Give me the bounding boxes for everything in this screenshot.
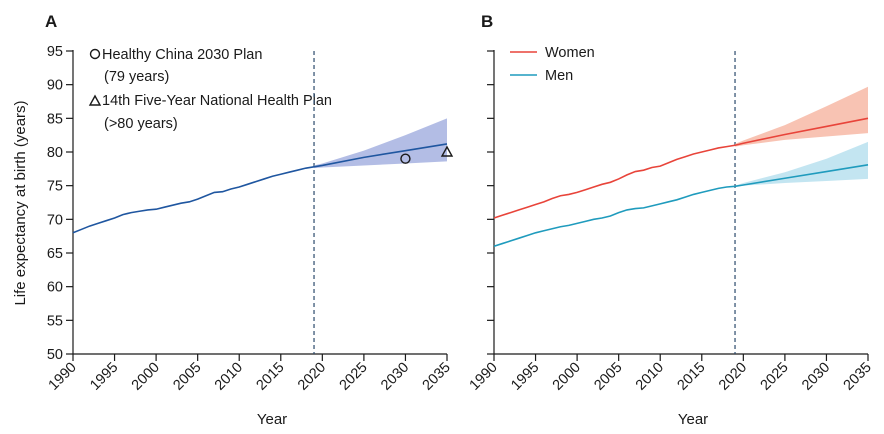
x-tick-label: 2010 xyxy=(212,360,246,394)
x-tick-label: 2000 xyxy=(550,360,584,394)
y-tick-label: 65 xyxy=(47,246,63,262)
panel-a-label: A xyxy=(45,12,57,31)
y-axis-title: Life expectancy at birth (years) xyxy=(12,100,29,305)
panel-b-label: B xyxy=(481,12,493,31)
x-tick-label: 2005 xyxy=(591,360,625,394)
series-line-a-0 xyxy=(72,166,315,234)
x-tick-label: 2000 xyxy=(129,360,163,394)
legend-men-label: Men xyxy=(545,68,573,84)
legend-target-1-line-1: Healthy China 2030 Plan xyxy=(102,47,262,63)
y-tick-label: 60 xyxy=(47,280,63,296)
x-tick-label: 2025 xyxy=(337,360,371,394)
target-circle-marker xyxy=(400,153,411,164)
legend-triangle-marker xyxy=(88,94,102,106)
y-tick-label: 75 xyxy=(47,179,63,195)
y-tick-label: 55 xyxy=(47,313,63,329)
x-tick-label: 2010 xyxy=(633,360,667,394)
x-tick-label: 2030 xyxy=(378,360,412,394)
x-tick-label: 2005 xyxy=(170,360,204,394)
y-tick-label: 90 xyxy=(47,78,63,94)
x-axis-title-a: Year xyxy=(257,411,287,428)
x-axis-title-b: Year xyxy=(678,411,708,428)
series-line-women xyxy=(493,117,869,219)
x-tick-label: 1995 xyxy=(87,360,121,394)
series-line-a-1 xyxy=(313,143,448,168)
uncertainty-band-a xyxy=(314,118,447,169)
x-tick-label: 2020 xyxy=(295,360,329,394)
legend-target-2-line-2: (>80 years) xyxy=(104,116,178,132)
uncertainty-band-women xyxy=(735,86,868,147)
x-tick-label: 2030 xyxy=(799,360,833,394)
y-tick-label: 70 xyxy=(47,212,63,228)
y-tick-label: 85 xyxy=(47,111,63,127)
legend-target-2-line-1: 14th Five-Year National Health Plan xyxy=(102,93,332,109)
x-tick-label: 2015 xyxy=(253,360,287,394)
uncertainty-band-men xyxy=(735,141,868,188)
y-tick-label: 80 xyxy=(47,145,63,161)
x-tick-label: 1995 xyxy=(508,360,542,394)
y-tick-label: 95 xyxy=(47,44,63,60)
x-tick-label: 2035 xyxy=(841,360,875,394)
x-tick-label: 2035 xyxy=(420,360,454,394)
legend-target-1-line-2: (79 years) xyxy=(104,69,169,85)
y-tick-label: 50 xyxy=(47,347,63,363)
x-tick-label: 2025 xyxy=(758,360,792,394)
panel-a-legend: Healthy China 2030 Plan (79 years) 14th … xyxy=(88,47,332,132)
x-tick-label: 2015 xyxy=(674,360,708,394)
series-line-men xyxy=(493,164,869,248)
legend-women-label: Women xyxy=(545,45,595,61)
target-triangle-marker xyxy=(440,145,454,157)
x-tick-label: 1990 xyxy=(467,360,501,394)
legend-circle-marker xyxy=(89,48,101,60)
panel-b-legend: Women Men xyxy=(510,45,595,84)
x-tick-label: 2020 xyxy=(716,360,750,394)
x-tick-label: 1990 xyxy=(46,360,80,394)
